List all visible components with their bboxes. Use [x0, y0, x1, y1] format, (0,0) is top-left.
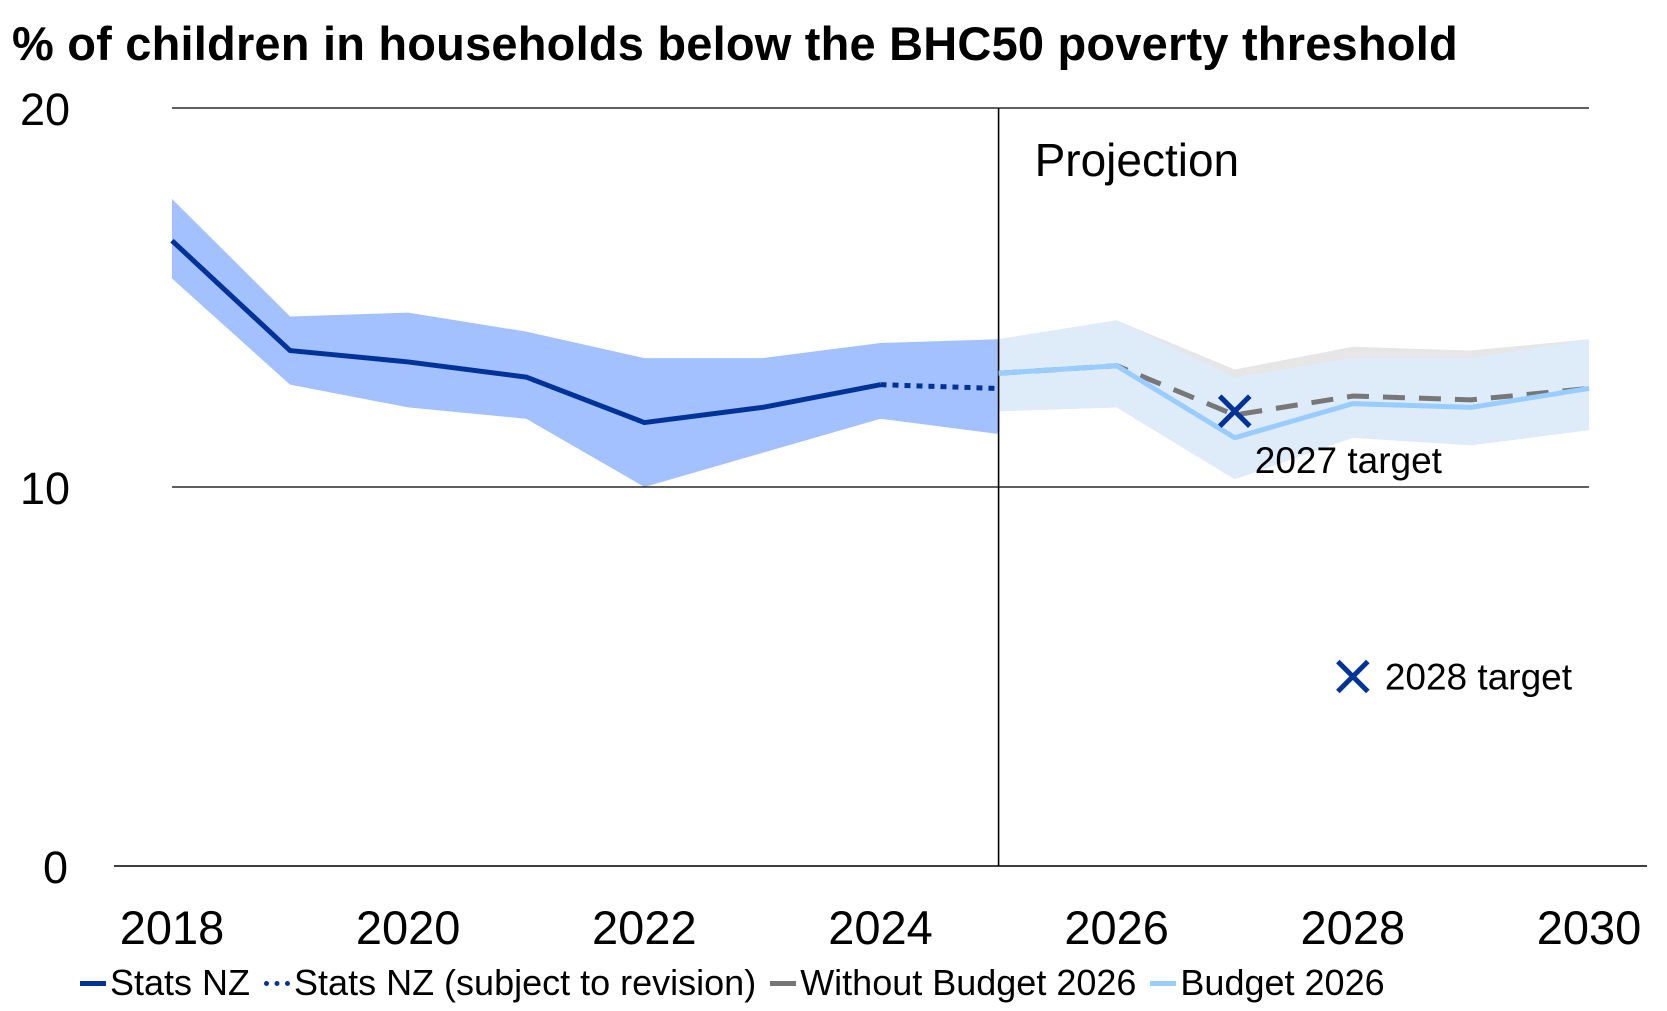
axes	[114, 108, 1647, 867]
target-label-2027: 2027 target	[1255, 440, 1443, 481]
series-stats-nz	[170, 238, 881, 426]
marker-stroke	[1217, 394, 1252, 428]
legend: Stats NZ Stats NZ (subject to revision) Wi…	[80, 962, 1399, 1004]
target-markers	[1217, 394, 1370, 694]
legend-label: Budget 2026	[1180, 962, 1385, 1003]
marker-stroke	[1336, 659, 1370, 694]
legend-swatch	[264, 980, 291, 986]
legend-item-stats-nz: Stats NZ	[80, 962, 250, 1004]
x-tick-label-2026: 2026	[1064, 901, 1169, 954]
marker-2027-target	[1217, 394, 1252, 428]
y-tick-label-10: 10	[20, 463, 70, 514]
series-budget-2026	[998, 363, 1590, 441]
confidence-bands	[172, 198, 1589, 487]
legend-swatch	[80, 980, 106, 986]
projection-label: Projection	[1035, 134, 1240, 186]
legend-item-stats-nz-subject-to-revision: Stats NZ (subject to revision)	[264, 962, 756, 1004]
series-lines	[170, 238, 1590, 441]
legend-item-budget-2026: Budget 2026	[1150, 962, 1385, 1004]
x-tick-label-2028: 2028	[1301, 901, 1406, 954]
gridlines	[172, 107, 1589, 488]
legend-swatch	[1150, 980, 1177, 986]
legend-label: Stats NZ (subject to revision)	[294, 962, 757, 1003]
band-stats-nz	[172, 198, 999, 487]
legend-swatch	[770, 980, 797, 986]
series-without-budget-2026	[998, 363, 1590, 418]
target-label-2028: 2028 target	[1385, 657, 1573, 698]
y-tick-label-0: 0	[43, 842, 68, 893]
y-tick-label-20: 20	[20, 84, 70, 135]
x-tick-label-2020: 2020	[356, 901, 461, 954]
x-tick-label-2024: 2024	[828, 901, 933, 954]
x-tick-label-2022: 2022	[592, 901, 697, 954]
series-stats-nz-subject-to-revision	[880, 382, 999, 391]
tick-labels: Projection 2027 target 2028 target 0 10 20 201…	[20, 84, 1641, 954]
legend-label: Stats NZ	[110, 962, 251, 1003]
x-tick-label-2018: 2018	[120, 901, 225, 954]
chart-title: % of children in households below the BH…	[12, 17, 1458, 70]
band-budget-2026	[998, 320, 1589, 480]
legend-label: Without Budget 2026	[800, 962, 1137, 1003]
legend-item-without-budget-2026: Without Budget 2026	[770, 962, 1136, 1004]
x-tick-label-2030: 2030	[1537, 901, 1642, 954]
marker-2028-target	[1336, 659, 1370, 694]
